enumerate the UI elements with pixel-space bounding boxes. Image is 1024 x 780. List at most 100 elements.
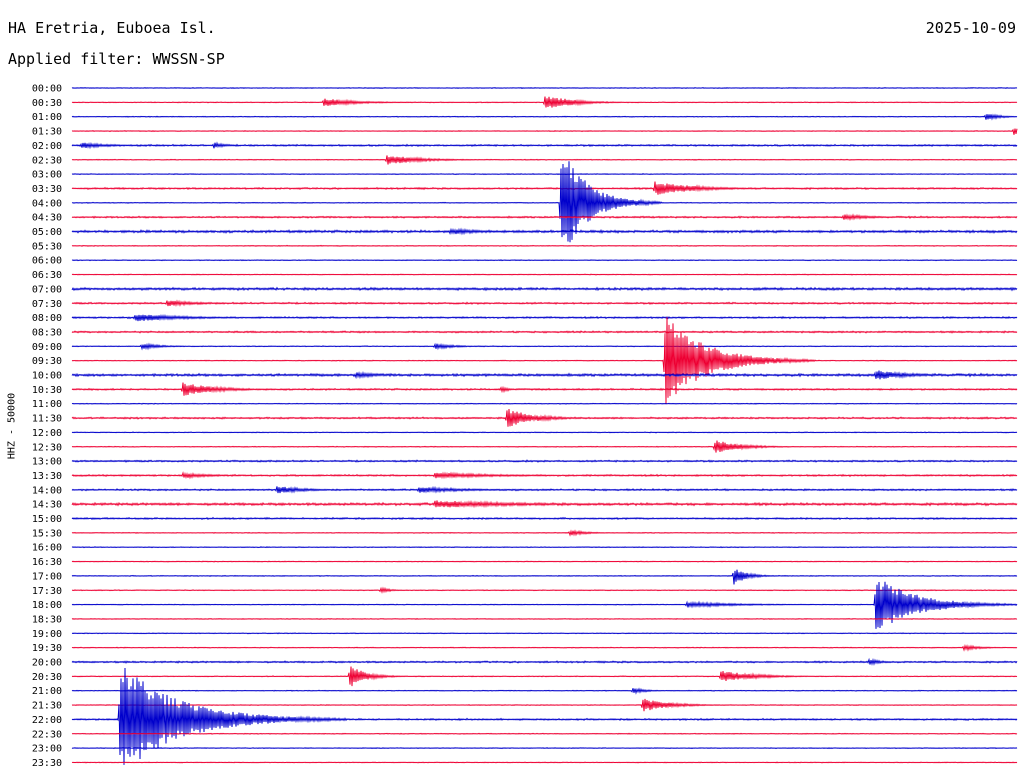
row-time-label: 15:30 — [32, 528, 62, 539]
row-time-label: 12:00 — [32, 428, 62, 439]
row-time-label: 16:00 — [32, 543, 62, 554]
trace-row — [71, 698, 1018, 712]
row-time-label: 22:00 — [32, 715, 62, 726]
trace-row — [71, 259, 1018, 262]
row-time-label: 02:00 — [32, 141, 62, 152]
row-time-label: 09:00 — [32, 342, 62, 353]
row-time-label: 02:30 — [32, 155, 62, 166]
row-time-label: 06:00 — [32, 256, 62, 267]
trace-row — [71, 516, 1018, 521]
trace-row — [71, 632, 1018, 635]
row-time-label: 11:30 — [32, 414, 62, 425]
trace-row — [71, 342, 1018, 351]
station-title: HA Eretria, Euboea Isl. — [8, 19, 216, 37]
trace-row — [71, 471, 1018, 480]
row-time-label: 21:00 — [32, 686, 62, 697]
trace-row — [71, 546, 1018, 549]
row-time-label: 11:00 — [32, 399, 62, 410]
trace-row — [71, 299, 1018, 307]
trace-row — [71, 402, 1018, 405]
trace-row — [71, 657, 1018, 666]
row-time-label: 18:00 — [32, 600, 62, 611]
trace-row — [71, 244, 1018, 247]
filter-label: Applied filter: WWSSN-SP — [8, 50, 225, 68]
trace-row — [71, 141, 1018, 150]
row-time-label: 16:30 — [32, 557, 62, 568]
trace-row — [71, 761, 1018, 764]
trace-row — [71, 666, 1018, 687]
row-time-label: 07:00 — [32, 284, 62, 295]
row-time-label: 07:30 — [32, 299, 62, 310]
trace-row — [71, 161, 1018, 243]
row-time-label: 10:30 — [32, 385, 62, 396]
trace-row — [71, 667, 1018, 765]
trace-row — [71, 227, 1018, 236]
row-time-label: 08:30 — [32, 327, 62, 338]
row-time-label: 00:00 — [32, 84, 62, 95]
trace-row — [71, 529, 1018, 537]
row-time-label: 01:00 — [32, 112, 62, 123]
trace-row — [71, 181, 1018, 195]
row-time-label: 01:30 — [32, 127, 62, 138]
trace-row — [71, 113, 1018, 121]
trace-row — [71, 86, 1018, 90]
row-time-label: 04:30 — [32, 213, 62, 224]
row-time-label: 20:30 — [32, 672, 62, 683]
trace-row — [71, 408, 1018, 427]
trace-row — [71, 286, 1018, 292]
trace-row — [71, 581, 1018, 629]
trace-row — [71, 485, 1018, 494]
row-time-label: 19:30 — [32, 643, 62, 654]
trace-row — [71, 370, 1018, 380]
trace-row — [71, 732, 1018, 735]
row-time-label: 23:00 — [32, 744, 62, 755]
trace-row — [71, 213, 1018, 222]
row-time-label: 17:00 — [32, 571, 62, 582]
trace-row — [71, 273, 1018, 276]
trace-row — [71, 569, 1018, 585]
trace-row — [71, 382, 1018, 396]
date-label: 2025-10-09 — [925, 19, 1016, 37]
row-time-label: 18:30 — [32, 614, 62, 625]
row-time-label: 06:30 — [32, 270, 62, 281]
trace-row — [71, 96, 1018, 108]
row-time-label: 19:00 — [32, 629, 62, 640]
row-time-label: 13:00 — [32, 457, 62, 468]
row-time-label: 22:30 — [32, 729, 62, 740]
trace-row — [71, 155, 1018, 165]
trace-row — [71, 500, 1018, 509]
trace-row — [71, 440, 1018, 453]
row-time-label: 03:30 — [32, 184, 62, 195]
row-time-label: 00:30 — [32, 98, 62, 109]
row-time-label: 15:00 — [32, 514, 62, 525]
trace-row — [71, 687, 1018, 695]
trace-row — [71, 431, 1018, 434]
row-time-label: 21:30 — [32, 701, 62, 712]
row-time-label: 03:00 — [32, 170, 62, 181]
trace-row — [71, 747, 1018, 750]
row-time-label: 17:30 — [32, 586, 62, 597]
row-time-label: 23:30 — [32, 758, 62, 769]
trace-row — [71, 617, 1018, 621]
row-time-label: 20:00 — [32, 658, 62, 669]
trace-row — [71, 173, 1018, 176]
row-time-label: 04:00 — [32, 198, 62, 209]
row-time-label: 13:30 — [32, 471, 62, 482]
trace-row — [71, 560, 1018, 563]
trace-row — [71, 313, 1018, 322]
trace-row — [71, 317, 1018, 404]
row-time-label: 10:00 — [32, 371, 62, 382]
row-time-label: 05:00 — [32, 227, 62, 238]
trace-row — [71, 330, 1018, 334]
row-time-label: 05:30 — [32, 241, 62, 252]
row-time-label: 08:00 — [32, 313, 62, 324]
row-time-label: 14:30 — [32, 500, 62, 511]
trace-row — [71, 459, 1018, 463]
trace-row — [71, 586, 1018, 594]
row-time-label: 12:30 — [32, 442, 62, 453]
trace-row — [71, 128, 1018, 135]
row-time-label: 14:00 — [32, 485, 62, 496]
trace-row — [71, 643, 1018, 652]
row-time-label: 09:30 — [32, 356, 62, 367]
